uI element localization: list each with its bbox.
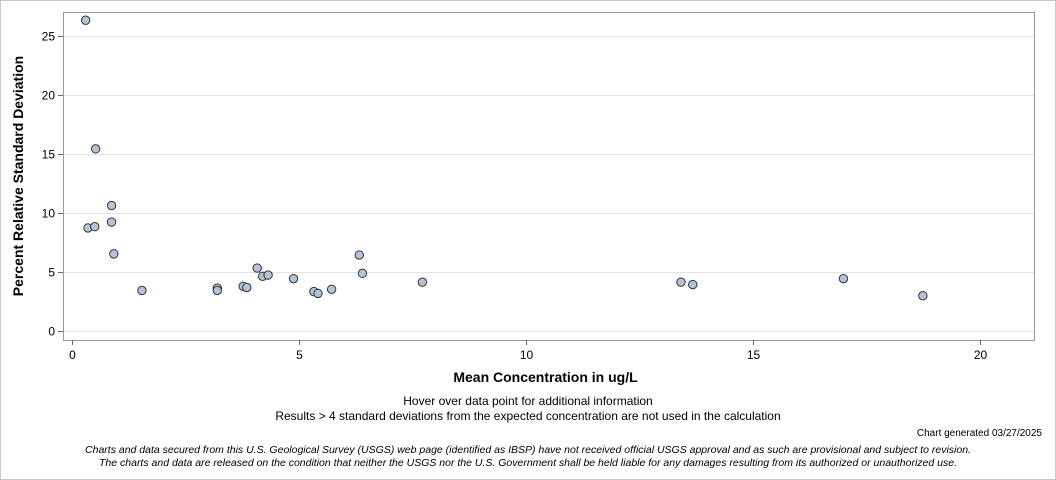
x-tick-label: 10 bbox=[520, 348, 534, 362]
y-tick-label: 15 bbox=[42, 148, 56, 162]
results-note: Results > 4 standard deviations from the… bbox=[275, 409, 781, 423]
x-tick-label: 0 bbox=[69, 348, 76, 362]
hover-note: Hover over data point for additional inf… bbox=[403, 394, 653, 408]
data-point[interactable] bbox=[109, 249, 119, 259]
y-tick-label: 0 bbox=[48, 325, 55, 339]
data-point[interactable] bbox=[137, 285, 147, 296]
y-tick-label: 5 bbox=[48, 266, 55, 280]
data-point[interactable] bbox=[263, 270, 273, 280]
data-point[interactable] bbox=[242, 282, 252, 293]
data-point[interactable] bbox=[106, 217, 117, 227]
data-point[interactable] bbox=[90, 222, 100, 232]
data-point[interactable] bbox=[252, 263, 262, 273]
data-point[interactable] bbox=[212, 285, 222, 296]
gridlines bbox=[63, 36, 1034, 332]
data-point[interactable] bbox=[918, 291, 928, 301]
x-tick-label: 5 bbox=[296, 348, 303, 362]
data-point[interactable] bbox=[676, 277, 686, 287]
y-tick-label: 25 bbox=[42, 30, 56, 44]
data-point[interactable] bbox=[313, 288, 323, 299]
plot-area bbox=[63, 12, 1035, 341]
axes: 0 5 10 15 20 25 0 5 10 15 20 bbox=[42, 30, 988, 363]
data-point[interactable] bbox=[688, 279, 698, 290]
data-point[interactable] bbox=[288, 273, 299, 284]
y-axis-title: Percent Relative Standard Deviation bbox=[10, 56, 26, 296]
x-axis-title: Mean Concentration in ug/L bbox=[453, 369, 638, 385]
data-points bbox=[80, 15, 928, 301]
y-tick-label: 20 bbox=[42, 89, 56, 103]
data-point[interactable] bbox=[90, 144, 101, 154]
data-point[interactable] bbox=[80, 15, 91, 25]
x-tick-label: 15 bbox=[747, 348, 761, 362]
disclaimer-line-1: Charts and data secured from this U.S. G… bbox=[85, 444, 971, 456]
chart-generated-date: Chart generated 03/27/2025 bbox=[916, 428, 1042, 439]
disclaimer-line-2: The charts and data are released on the … bbox=[99, 457, 957, 469]
data-point[interactable] bbox=[354, 250, 364, 260]
y-tick-label: 10 bbox=[42, 207, 56, 221]
data-point[interactable] bbox=[106, 200, 117, 211]
data-point[interactable] bbox=[838, 273, 849, 284]
data-point[interactable] bbox=[417, 277, 428, 287]
x-tick-label: 20 bbox=[974, 348, 988, 362]
data-point[interactable] bbox=[326, 284, 337, 294]
data-point[interactable] bbox=[357, 268, 368, 279]
